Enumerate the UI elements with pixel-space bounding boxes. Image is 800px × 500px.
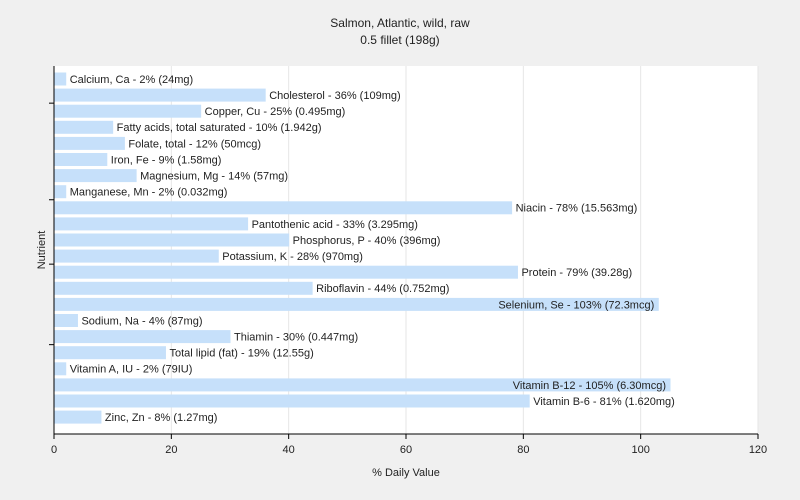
bar [54,104,202,118]
gridlines [170,66,759,434]
bar [54,330,231,344]
bar-label: Calcium, Ca - 2% (24mg) [70,74,193,86]
bar [54,249,219,263]
bar [54,362,67,376]
bars [54,72,671,424]
y-axis-label: Nutrient [36,231,48,270]
bar [54,120,114,134]
x-tick-label: 80 [517,444,529,456]
x-ticks: 0 20 40 60 80 100 120 [51,434,767,456]
bar [54,88,266,102]
bar [54,136,125,150]
bar-label: Cholesterol - 36% (109mg) [269,90,400,102]
bar [54,410,102,424]
bar [54,169,137,183]
bar-label: Vitamin B-12 - 105% (6.30mcg) [513,380,666,392]
bar-label: Vitamin A, IU - 2% (79IU) [70,364,193,376]
y-ticks [49,102,54,346]
bar-label: Pantothenic acid - 33% (3.295mg) [252,219,418,231]
bar-label: Riboflavin - 44% (0.752mg) [316,283,449,295]
bar-labels: Calcium, Ca - 2% (24mg) Cholesterol - 36%… [70,74,675,424]
bar-label: Phosphorus, P - 40% (396mg) [293,235,441,247]
bar-label: Magnesium, Mg - 14% (57mg) [140,171,288,183]
x-tick-label: 60 [400,444,412,456]
bar-label: Manganese, Mn - 2% (0.032mg) [70,187,228,199]
bar [54,394,530,408]
bar-label: Potassium, K - 28% (970mg) [222,251,363,263]
bar [54,185,67,199]
bar-label: Protein - 79% (39.28g) [521,267,632,279]
x-tick-label: 100 [631,444,649,456]
bar-label: Niacin - 78% (15.563mg) [516,203,638,215]
bar [54,378,671,392]
bar [54,314,78,327]
bar-label: Sodium, Na - 4% (87mg) [81,315,202,327]
bar-label: Total lipid (fat) - 19% (12.55g) [169,348,313,360]
bar [54,217,249,231]
x-tick-label: 0 [51,444,57,456]
bar-label: Folate, total - 12% (50mcg) [128,138,261,150]
bar-label: Fatty acids, total saturated - 10% (1.94… [117,122,322,134]
bar [54,265,518,279]
x-tick-label: 120 [749,444,767,456]
bar [54,201,513,215]
x-tick-label: 20 [165,444,177,456]
bar-label: Selenium, Se - 103% (72.3mcg) [498,299,654,311]
bar [54,233,290,247]
bar [54,346,166,360]
bar [54,153,108,166]
x-axis-label: % Daily Value [372,467,440,479]
bar-label: Vitamin B-6 - 81% (1.620mg) [533,396,675,408]
bar-label: Thiamin - 30% (0.447mg) [234,332,358,344]
chart-subtitle: 0.5 fillet (198g) [360,33,439,47]
x-tick-label: 40 [283,444,295,456]
bar-label: Zinc, Zn - 8% (1.27mg) [105,412,217,424]
bar-label: Iron, Fe - 9% (1.58mg) [111,154,222,166]
bar-label: Copper, Cu - 25% (0.495mg) [205,106,346,118]
bar [54,281,313,295]
chart-title: Salmon, Atlantic, wild, raw [330,16,470,30]
bar [54,72,67,86]
bar [54,297,659,311]
